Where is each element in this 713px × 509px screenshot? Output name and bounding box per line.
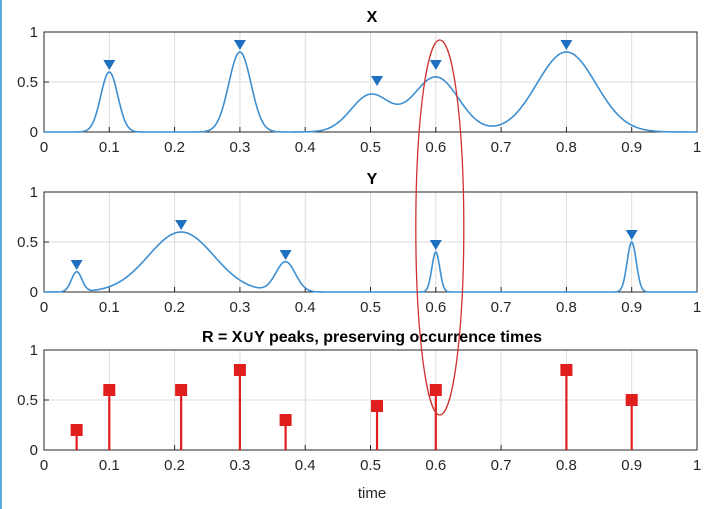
y-tick-label: 0 bbox=[30, 442, 38, 459]
y-tick-label: 0 bbox=[30, 284, 38, 301]
x-tick-label: 0 bbox=[40, 457, 48, 474]
x-tick-label: 0.9 bbox=[621, 299, 642, 316]
peak-marker bbox=[429, 60, 442, 70]
x-tick-label: 0.2 bbox=[164, 139, 185, 156]
x-tick-label: 0.4 bbox=[295, 299, 316, 316]
stem-marker bbox=[233, 364, 246, 376]
x-tick-label: 0.9 bbox=[621, 457, 642, 474]
window-border bbox=[0, 0, 2, 509]
stem-marker bbox=[70, 424, 83, 436]
x-tick-label: 0.3 bbox=[229, 299, 250, 316]
stem-marker bbox=[371, 400, 384, 412]
x-tick-label: 0.8 bbox=[556, 299, 577, 316]
stem-marker bbox=[279, 414, 292, 426]
series-line bbox=[44, 231, 697, 293]
x-tick-label: 0.7 bbox=[491, 139, 512, 156]
x-tick-label: 0.8 bbox=[556, 139, 577, 156]
x-tick-label: 0.4 bbox=[295, 139, 316, 156]
peak-marker bbox=[103, 60, 116, 70]
x-tick-label: 0.1 bbox=[99, 139, 120, 156]
y-tick-label: 1 bbox=[30, 184, 38, 201]
peak-marker bbox=[560, 40, 573, 50]
y-tick-label: 1 bbox=[30, 24, 38, 41]
peak-marker bbox=[70, 260, 83, 270]
stem-marker bbox=[560, 364, 573, 376]
series-line bbox=[44, 51, 697, 133]
x-tick-label: 0 bbox=[40, 139, 48, 156]
panel-r-title: R = X∪Y peaks, preserving occurrence tim… bbox=[202, 329, 542, 346]
x-tick-label: 1 bbox=[693, 457, 701, 474]
x-tick-label: 0.6 bbox=[425, 139, 446, 156]
peak-marker bbox=[233, 40, 246, 50]
stem-marker bbox=[429, 384, 442, 396]
x-tick-label: 0.4 bbox=[295, 457, 316, 474]
x-tick-label: 0.6 bbox=[425, 457, 446, 474]
peak-marker bbox=[625, 230, 638, 240]
x-tick-label: 0.5 bbox=[360, 139, 381, 156]
panel-y-title: Y bbox=[367, 171, 378, 188]
x-tick-label: 1 bbox=[693, 139, 701, 156]
peak-marker bbox=[279, 250, 292, 260]
stem-marker bbox=[175, 384, 188, 396]
x-tick-label: 0.5 bbox=[360, 457, 381, 474]
x-tick-label: 0.9 bbox=[621, 139, 642, 156]
x-tick-label: 0.5 bbox=[360, 299, 381, 316]
peak-marker bbox=[371, 76, 384, 86]
y-tick-label: 1 bbox=[30, 342, 38, 359]
y-tick-label: 0.5 bbox=[17, 392, 38, 409]
x-tick-label: 0.7 bbox=[491, 457, 512, 474]
y-tick-label: 0 bbox=[30, 124, 38, 141]
x-tick-label: 0.6 bbox=[425, 299, 446, 316]
x-axis-label: time bbox=[358, 485, 386, 502]
peak-marker bbox=[175, 220, 188, 230]
x-tick-label: 1 bbox=[693, 299, 701, 316]
x-tick-label: 0.7 bbox=[491, 299, 512, 316]
stem-marker bbox=[103, 384, 116, 396]
x-tick-label: 0.3 bbox=[229, 457, 250, 474]
x-tick-label: 0.1 bbox=[99, 457, 120, 474]
x-tick-label: 0.2 bbox=[164, 457, 185, 474]
panel-x-title: X bbox=[367, 9, 378, 26]
y-tick-label: 0.5 bbox=[17, 74, 38, 91]
y-tick-label: 0.5 bbox=[17, 234, 38, 251]
x-tick-label: 0.1 bbox=[99, 299, 120, 316]
x-tick-label: 0.8 bbox=[556, 457, 577, 474]
x-tick-label: 0 bbox=[40, 299, 48, 316]
x-tick-label: 0.2 bbox=[164, 299, 185, 316]
x-tick-label: 0.3 bbox=[229, 139, 250, 156]
peak-marker bbox=[429, 240, 442, 250]
stem-marker bbox=[625, 394, 638, 406]
highlight-ellipse bbox=[415, 39, 465, 416]
